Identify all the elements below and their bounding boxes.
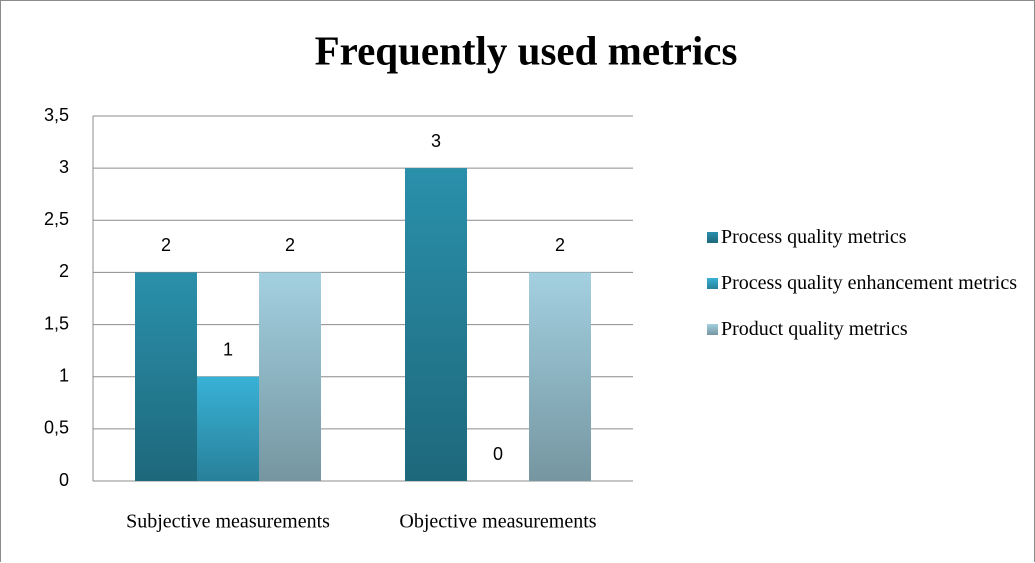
data-label: 2	[161, 235, 171, 255]
bar	[529, 272, 591, 481]
bar	[197, 376, 259, 481]
legend-swatch	[707, 232, 718, 243]
data-label: 2	[555, 235, 565, 255]
y-tick-label: 0,5	[44, 418, 69, 438]
legend-label: Process quality enhancement metrics	[721, 272, 1018, 294]
data-label: 1	[223, 339, 233, 359]
legend-label: Process quality metrics	[721, 226, 907, 248]
legend-label: Product quality metrics	[721, 318, 908, 340]
y-tick-label: 3,5	[44, 105, 69, 125]
x-tick-label: Objective measurements	[399, 511, 596, 533]
y-tick-label: 0	[59, 470, 69, 490]
data-label: 2	[285, 235, 295, 255]
y-tick-label: 1	[59, 365, 69, 385]
y-tick-label: 1,5	[44, 313, 69, 333]
chart-title: Frequently used metrics	[315, 27, 738, 73]
legend-swatch	[707, 278, 718, 289]
bar	[405, 168, 467, 481]
legend-item: Process quality enhancement metrics	[707, 269, 1027, 297]
legend-swatch	[707, 324, 718, 335]
x-tick-label: Subjective measurements	[126, 511, 330, 533]
data-label: 3	[431, 131, 441, 151]
bar	[135, 272, 197, 481]
bar	[259, 272, 321, 481]
y-tick-label: 2,5	[44, 209, 69, 229]
y-tick-label: 3	[59, 157, 69, 177]
y-tick-label: 2	[59, 261, 69, 281]
legend-item: Product quality metrics	[707, 315, 1027, 343]
legend-item: Process quality metrics	[707, 223, 1027, 251]
data-label: 0	[493, 444, 503, 464]
legend: Process quality metrics Process quality e…	[707, 223, 1027, 361]
